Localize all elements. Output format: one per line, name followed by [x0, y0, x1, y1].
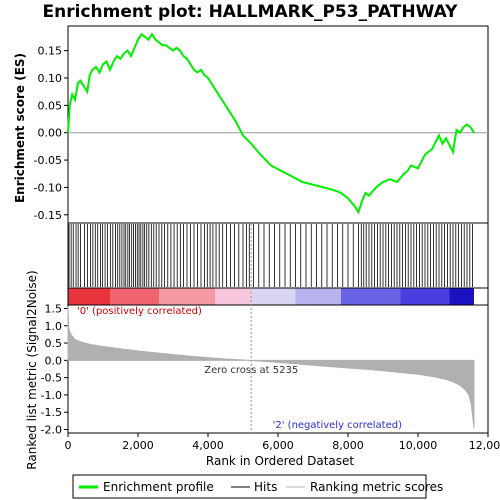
es-ytick-label: 0.10 [38, 72, 63, 85]
x-tick-label: 2,000 [122, 439, 154, 452]
colorbar-segment [159, 288, 215, 305]
x-axis-label: Rank in Ordered Dataset [206, 454, 354, 468]
x-tick-label: 8,000 [332, 439, 364, 452]
legend-hits-label: Hits [254, 480, 277, 494]
positive-annotation: '0' (positively correlated) [77, 306, 202, 317]
metric-ytick-label: 0.5 [45, 337, 63, 350]
metric-ylabel: Ranked list metric (Signal2Noise) [25, 270, 39, 469]
es-ylabel: Enrichment score (ES) [13, 53, 27, 203]
x-tick-label: 6,000 [262, 439, 294, 452]
es-ytick-label: -0.10 [34, 181, 62, 194]
colorbar-segment [341, 288, 401, 305]
x-tick-label: 4,000 [192, 439, 224, 452]
rank-colorbar [68, 288, 474, 305]
zero-cross-annotation: Zero cross at 5235 [204, 365, 298, 376]
colorbar-segment [295, 288, 341, 305]
x-tick-label: 0 [65, 439, 72, 452]
es-panel-frame [67, 25, 489, 224]
ranking-metric-area [67, 306, 475, 428]
legend-metric-label: Ranking metric scores [310, 480, 443, 494]
colorbar-segment [68, 288, 110, 305]
chart-title: Enrichment plot: HALLMARK_P53_PATHWAY [43, 2, 459, 22]
negative-annotation: '2' (negatively correlated) [273, 420, 402, 431]
colorbar-segment [449, 288, 474, 305]
colorbar-segment [215, 288, 252, 305]
colorbar-segment [400, 288, 450, 305]
metric-ytick-label: -1.0 [41, 389, 62, 402]
x-tick-label: 12,000 [469, 439, 500, 452]
es-y-ticks: -0.15 -0.10 -0.05 0.00 0.05 0.10 0.15 [34, 45, 68, 222]
hits-group [68, 224, 474, 287]
es-ytick-label: 0.15 [38, 45, 63, 58]
es-ytick-label: 0.00 [38, 127, 63, 140]
colorbar-segment [110, 288, 159, 305]
metric-ytick-label: -1.5 [41, 406, 62, 419]
x-tick-label: 10,000 [399, 439, 438, 452]
metric-ytick-label: -2.0 [41, 424, 62, 437]
legend: Enrichment profile Hits Ranking metric s… [72, 474, 443, 499]
metric-ytick-label: 1.0 [45, 320, 63, 333]
es-ytick-label: -0.05 [34, 154, 62, 167]
x-axis-ticks: 0 2,000 4,000 6,000 8,000 10,000 12,000 [65, 433, 500, 452]
metric-ytick-label: 0.0 [45, 354, 63, 367]
legend-profile-label: Enrichment profile [103, 480, 214, 494]
colorbar-segment [251, 288, 296, 305]
metric-ytick-label: 1.5 [45, 302, 63, 315]
enrichment-profile-line [67, 32, 475, 215]
es-ytick-label: 0.05 [38, 99, 63, 112]
metric-ytick-label: -0.5 [41, 372, 62, 385]
es-ytick-label: -0.15 [34, 209, 62, 222]
metric-y-ticks: -2.0 -1.5 -1.0 -0.5 0.0 0.5 1.0 1.5 [41, 302, 68, 437]
